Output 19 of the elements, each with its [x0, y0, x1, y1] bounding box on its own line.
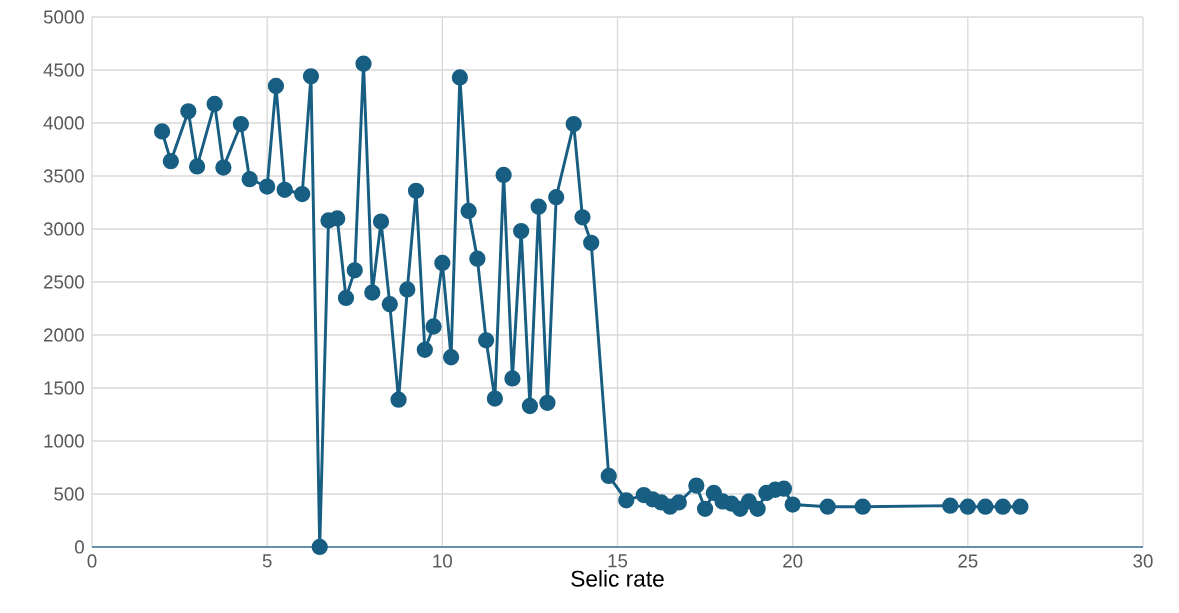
x-tick-label: 10 — [433, 554, 452, 568]
y-tick-label: 3000 — [43, 222, 84, 236]
y-tick-label: 4000 — [43, 116, 84, 130]
x-tick-label: 15 — [608, 554, 628, 568]
x-tick-label: 25 — [958, 554, 978, 568]
x-axis-title: Selic rate — [571, 570, 664, 587]
x-tick-label: 0 — [87, 554, 97, 568]
y-tick-label: 2000 — [44, 328, 84, 342]
y-tick-label: 500 — [54, 487, 84, 501]
y-tick-label: 0 — [74, 540, 84, 554]
x-tick-label: 5 — [262, 554, 272, 568]
y-tick-label: 2500 — [44, 275, 84, 289]
y-tick-label: 1500 — [44, 381, 84, 395]
y-tick-label: 3500 — [43, 169, 84, 183]
x-tick-label: 30 — [1133, 554, 1153, 568]
y-tick-label: 1000 — [44, 434, 84, 448]
y-tick-label: 5000 — [43, 10, 84, 24]
x-tick-label: 20 — [783, 554, 803, 568]
y-tick-label: 4500 — [43, 63, 84, 77]
